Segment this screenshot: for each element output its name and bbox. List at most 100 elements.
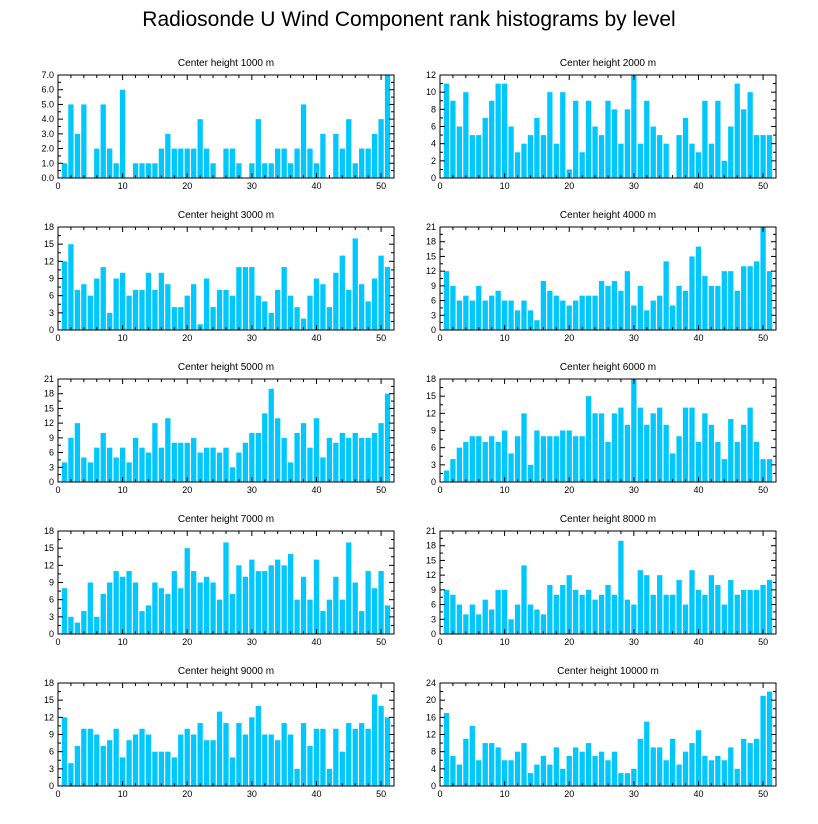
histogram-bar [592, 126, 598, 178]
histogram-bar [676, 135, 682, 178]
y-tick-label: 6 [49, 448, 54, 458]
histogram-bar [94, 616, 100, 634]
histogram-bar [637, 285, 643, 330]
histogram-bar [605, 584, 611, 634]
histogram-bar [463, 295, 469, 330]
histogram-bar [132, 734, 139, 786]
histogram-bar [294, 307, 300, 330]
histogram-bar [547, 92, 553, 178]
panel-title: Center height 2000 m [560, 58, 656, 69]
x-tick-label: 20 [564, 637, 574, 647]
x-tick-label: 0 [55, 181, 60, 191]
histogram-bar [191, 148, 197, 178]
x-tick-label: 40 [693, 181, 703, 191]
histogram-bar [766, 580, 773, 634]
histogram-bar [598, 135, 605, 178]
histogram-bar [611, 594, 618, 634]
histogram-bar [605, 760, 611, 786]
histogram-bar [184, 548, 190, 634]
x-tick-label: 10 [118, 485, 128, 495]
histogram-bar [371, 432, 378, 482]
histogram-bar [216, 452, 223, 482]
x-tick-label: 10 [500, 789, 510, 799]
y-tick-label: 16 [426, 712, 436, 722]
histogram-bar [352, 582, 358, 634]
histogram-bar [689, 143, 695, 178]
histogram-bar [365, 301, 371, 330]
x-tick-label: 30 [247, 333, 257, 343]
histogram-bar [184, 148, 190, 178]
histogram-bar [255, 432, 261, 482]
histogram-bar [384, 717, 391, 786]
histogram-bar [715, 285, 721, 330]
histogram-bar [87, 295, 93, 330]
histogram-bar [223, 289, 229, 330]
histogram-bar [734, 441, 740, 482]
y-tick-label: 12 [44, 712, 54, 722]
histogram-bar [644, 310, 650, 330]
histogram-bar [695, 246, 702, 330]
histogram-bar [178, 442, 184, 482]
x-tick-label: 40 [693, 789, 703, 799]
histogram-bar [443, 271, 450, 330]
y-tick-label: 2.0 [41, 144, 54, 154]
histogram-bar [573, 747, 579, 787]
x-tick-label: 0 [437, 637, 442, 647]
y-tick-label: 18 [44, 678, 54, 688]
histogram-bar [165, 593, 171, 634]
histogram-bar [534, 320, 540, 330]
x-tick-label: 10 [500, 485, 510, 495]
x-tick-label: 20 [182, 789, 192, 799]
x-tick-label: 0 [437, 789, 442, 799]
histogram-bar [734, 83, 740, 178]
histogram-bar [708, 285, 715, 330]
x-tick-label: 40 [693, 333, 703, 343]
y-tick-label: 6 [49, 595, 54, 605]
histogram-bar [145, 605, 152, 634]
histogram-bar [294, 768, 300, 786]
histogram-bar [631, 305, 637, 330]
histogram-bar [508, 619, 514, 634]
histogram-bar [171, 571, 177, 634]
histogram-bar [560, 300, 566, 330]
x-tick-label: 20 [564, 485, 574, 495]
histogram-bar [637, 570, 643, 634]
histogram-bar [236, 267, 242, 330]
y-tick-label: 3 [49, 308, 54, 318]
histogram-bar [715, 584, 721, 634]
panel-title: Center height 10000 m [557, 666, 659, 677]
x-tick-label: 40 [693, 637, 703, 647]
histogram-bar [236, 723, 242, 786]
panel-title: Center height 5000 m [178, 362, 274, 373]
histogram-bar [760, 135, 766, 178]
y-tick-label: 12 [44, 418, 54, 428]
histogram-bar [527, 310, 534, 330]
histogram-bar [171, 307, 177, 330]
histogram-bar [728, 747, 734, 787]
histogram-bar [107, 740, 113, 786]
histogram-bar [326, 307, 333, 330]
histogram-bar [371, 588, 378, 634]
histogram-bar [268, 734, 274, 786]
histogram-bar [611, 109, 618, 178]
x-tick-label: 20 [182, 181, 192, 191]
histogram-bar [126, 571, 132, 634]
histogram-bar [359, 148, 365, 178]
y-tick-label: 12 [426, 730, 436, 740]
histogram-bar [747, 743, 753, 786]
histogram-bar [203, 278, 210, 330]
histogram-bar [81, 611, 87, 634]
histogram-bar [676, 764, 682, 786]
panel: Center height 8000 m 0 10 20 30 40 50 0 3 6 9 12 15 1… [426, 514, 777, 647]
histogram-bar [631, 604, 637, 634]
histogram-bar [119, 272, 126, 330]
y-tick-label: 2 [431, 156, 436, 166]
x-tick-label: 50 [758, 333, 768, 343]
y-tick-label: 0 [431, 325, 436, 335]
histogram-bar [287, 553, 294, 634]
x-tick-label: 30 [629, 333, 639, 343]
y-tick-label: 8 [431, 104, 436, 114]
y-tick-label: 9 [49, 730, 54, 740]
histogram-bar [579, 152, 585, 178]
panel: Center height 1000 m 0 10 20 30 40 50 0.0 1.0 2.0… [41, 58, 395, 191]
